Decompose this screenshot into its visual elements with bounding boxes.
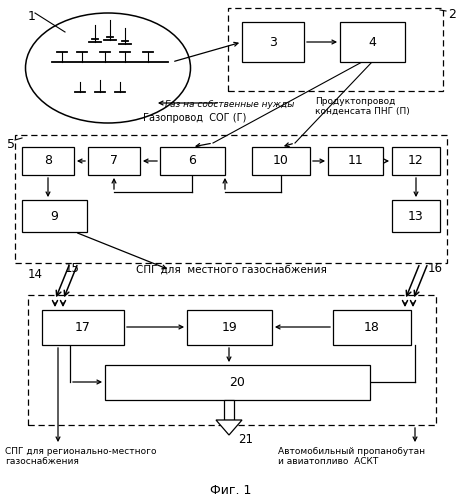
Text: 10: 10	[273, 154, 289, 168]
Text: Автомобильный пропанобутан: Автомобильный пропанобутан	[278, 447, 425, 456]
Text: 20: 20	[230, 376, 245, 389]
FancyBboxPatch shape	[333, 310, 411, 345]
Text: Продуктопровод: Продуктопровод	[315, 97, 395, 106]
Text: газоснабжения: газоснабжения	[5, 457, 79, 466]
FancyBboxPatch shape	[392, 200, 440, 232]
Text: 6: 6	[188, 154, 196, 168]
Text: 13: 13	[408, 210, 424, 222]
Text: 11: 11	[347, 154, 364, 168]
FancyBboxPatch shape	[22, 200, 87, 232]
Text: 7: 7	[110, 154, 118, 168]
Text: СПГ для  местного газоснабжения: СПГ для местного газоснабжения	[135, 265, 327, 275]
Text: 15: 15	[65, 262, 80, 275]
Text: Фиг. 1: Фиг. 1	[210, 484, 252, 496]
FancyBboxPatch shape	[340, 22, 405, 62]
FancyBboxPatch shape	[252, 147, 310, 175]
FancyBboxPatch shape	[42, 310, 124, 345]
Text: 18: 18	[364, 321, 380, 334]
Ellipse shape	[25, 13, 190, 123]
FancyBboxPatch shape	[160, 147, 225, 175]
FancyBboxPatch shape	[328, 147, 383, 175]
Text: 21: 21	[238, 433, 253, 446]
Text: 3: 3	[269, 36, 277, 49]
FancyBboxPatch shape	[392, 147, 440, 175]
FancyBboxPatch shape	[105, 365, 370, 400]
Text: 16: 16	[428, 262, 443, 275]
FancyBboxPatch shape	[88, 147, 140, 175]
Text: конденсата ПНГ (П): конденсата ПНГ (П)	[315, 107, 410, 116]
Text: 5: 5	[7, 138, 15, 151]
Text: Газ на собственные нужды: Газ на собственные нужды	[165, 100, 295, 109]
Text: 2: 2	[448, 8, 456, 21]
Text: 1: 1	[28, 10, 36, 23]
FancyBboxPatch shape	[242, 22, 304, 62]
Text: Газопровод  СОГ (Г): Газопровод СОГ (Г)	[143, 113, 247, 123]
Text: 12: 12	[408, 154, 424, 168]
Text: СПГ для регионально-местного: СПГ для регионально-местного	[5, 447, 157, 456]
Text: 8: 8	[44, 154, 52, 168]
Text: 17: 17	[75, 321, 91, 334]
Polygon shape	[216, 420, 242, 435]
Text: 14: 14	[28, 268, 43, 281]
Text: 19: 19	[222, 321, 237, 334]
FancyBboxPatch shape	[187, 310, 272, 345]
FancyBboxPatch shape	[22, 147, 74, 175]
Text: 4: 4	[369, 36, 377, 49]
Polygon shape	[224, 400, 234, 420]
Text: и авиатопливо  АСКТ: и авиатопливо АСКТ	[278, 457, 378, 466]
Text: 9: 9	[50, 210, 58, 222]
